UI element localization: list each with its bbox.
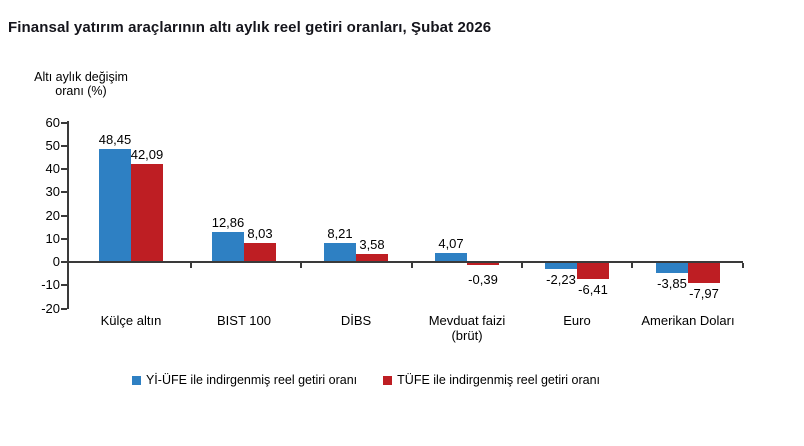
y-tick-label: 10 bbox=[45, 230, 60, 246]
bar-value-label: -7,97 bbox=[689, 286, 719, 301]
y-tick-mark bbox=[61, 261, 67, 263]
bar-value-label: 8,21 bbox=[327, 226, 353, 241]
legend-marker-blue-icon bbox=[131, 376, 141, 385]
x-tick-mark-1 bbox=[300, 263, 302, 268]
bar-yiufe-1 bbox=[212, 232, 244, 263]
y-tick-mark bbox=[61, 144, 67, 147]
category-label-2: DİBS bbox=[294, 313, 418, 329]
y-tick-label: 0 bbox=[52, 254, 60, 269]
legend-label-yiufe: Yİ-ÜFE ile indirgenmiş reel getiri oranı bbox=[145, 373, 358, 387]
x-tick-mark-2 bbox=[411, 263, 413, 268]
x-tick-mark-3 bbox=[521, 263, 523, 268]
y-tick-mark bbox=[61, 214, 67, 217]
bar-value-label: -3,85 bbox=[657, 276, 687, 291]
legend-item-tufe: TÜFE ile indirgenmiş reel getiri oranı bbox=[383, 373, 600, 388]
bar-tufe-4 bbox=[577, 263, 609, 279]
bar-value-label: 12,86 bbox=[211, 215, 245, 230]
category-label-line: BIST 100 bbox=[217, 313, 271, 328]
x-tick-mark-0 bbox=[190, 263, 192, 268]
y-axis-line bbox=[67, 121, 69, 309]
legend-marker-red-icon bbox=[383, 376, 393, 385]
y-tick-mark bbox=[61, 121, 67, 124]
y-tick-mark bbox=[61, 168, 67, 170]
bar-value-label: -2,23 bbox=[546, 272, 576, 287]
y-tick-label: -20 bbox=[41, 300, 60, 316]
bar-tufe-1 bbox=[244, 243, 276, 263]
bar-yiufe-2 bbox=[324, 243, 356, 263]
y-tick-label: 20 bbox=[45, 207, 60, 223]
category-label-line: Mevduat faizi bbox=[428, 313, 506, 328]
bar-value-label: 48,45 bbox=[98, 132, 132, 147]
bar-value-label: -6,41 bbox=[578, 282, 608, 297]
category-label-5: Amerikan Doları bbox=[626, 313, 750, 329]
y-tick-mark bbox=[61, 284, 67, 287]
x-tick-mark-5 bbox=[742, 263, 744, 268]
bar-value-label: -0,39 bbox=[468, 272, 498, 287]
category-label-0: Külçe altın bbox=[69, 313, 193, 329]
category-label-line: (brüt) bbox=[451, 327, 483, 343]
bar-tufe-0 bbox=[131, 164, 163, 263]
y-tick-label: 40 bbox=[45, 161, 60, 176]
bar-yiufe-4 bbox=[545, 263, 577, 269]
x-axis-line bbox=[67, 261, 743, 263]
category-label-line: Külçe altın bbox=[100, 313, 162, 328]
category-label-3: Mevduat faizi (brüt) bbox=[405, 313, 529, 343]
y-tick-mark bbox=[61, 307, 67, 310]
y-tick-label: 30 bbox=[45, 184, 60, 200]
legend-label-tufe: TÜFE ile indirgenmiş reel getiri oranı bbox=[397, 373, 601, 387]
category-label-line: Amerikan Doları bbox=[641, 313, 735, 328]
y-tick-mark bbox=[61, 191, 67, 194]
bar-value-label: 42,09 bbox=[130, 147, 164, 162]
y-axis-title: Altı aylık değişim oranı (%) bbox=[16, 70, 146, 98]
bar-yiufe-3 bbox=[435, 253, 467, 263]
bar-yiufe-0 bbox=[99, 149, 131, 263]
x-tick-mark-4 bbox=[631, 263, 633, 268]
bar-value-label: 4,07 bbox=[438, 236, 464, 251]
bar-tufe-3 bbox=[467, 263, 499, 265]
category-label-1: BIST 100 bbox=[182, 313, 306, 329]
page-title: Finansal yatırım araçlarının altı aylık … bbox=[8, 19, 492, 36]
y-tick-label: 50 bbox=[45, 137, 60, 153]
category-label-4: Euro bbox=[515, 313, 639, 329]
legend-item-yiufe: Yİ-ÜFE ile indirgenmiş reel getiri oranı bbox=[131, 373, 358, 388]
y-tick-label: -10 bbox=[41, 277, 60, 293]
category-label-line: DİBS bbox=[340, 313, 372, 328]
bar-tufe-5 bbox=[688, 263, 720, 283]
y-tick-mark bbox=[61, 237, 67, 240]
y-axis-title-line1: Altı aylık değişim bbox=[34, 70, 128, 84]
y-axis-title-line2: oranı (%) bbox=[55, 83, 107, 98]
bar-value-label: 3,58 bbox=[359, 237, 385, 252]
category-label-line: Euro bbox=[563, 313, 591, 328]
bar-value-label: 8,03 bbox=[247, 226, 273, 241]
bar-tufe-2 bbox=[356, 254, 388, 263]
legend: Yİ-ÜFE ile indirgenmiş reel getiri oranı… bbox=[0, 373, 732, 388]
bar-yiufe-5 bbox=[656, 263, 688, 273]
y-tick-label: 60 bbox=[45, 114, 60, 130]
